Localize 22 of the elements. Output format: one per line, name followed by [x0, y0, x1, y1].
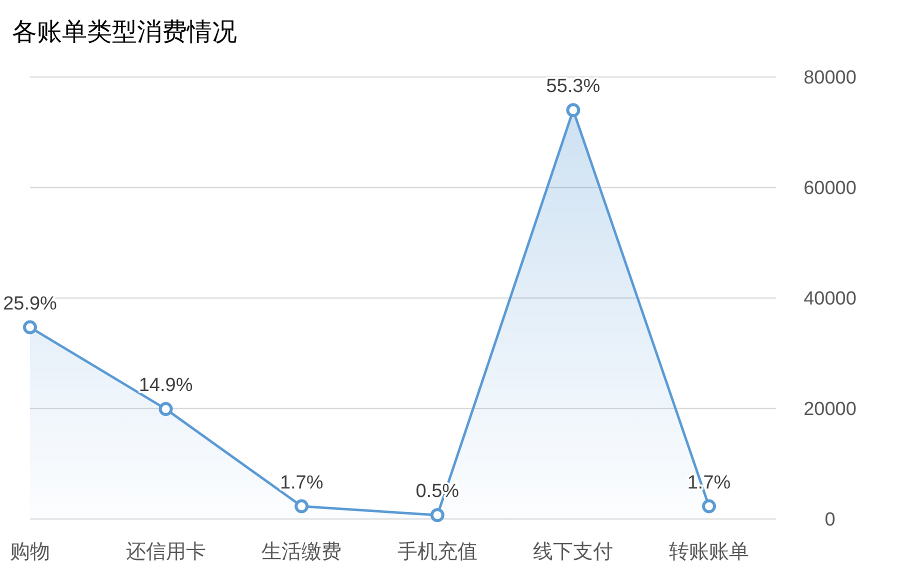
text: 14.9%	[138, 375, 193, 396]
point	[566, 103, 580, 118]
point	[158, 402, 173, 416]
y-tick-label: 20000	[804, 399, 856, 420]
y-tick-label: 60000	[804, 178, 856, 200]
text: 25.9%	[3, 293, 57, 314]
y-tick-label: 80000	[804, 68, 856, 89]
y-tick-label: 0	[824, 510, 836, 531]
point	[294, 499, 309, 514]
x-tick-label: 手机充值	[397, 541, 478, 563]
point	[23, 320, 37, 334]
text: 55.3%	[546, 76, 600, 98]
x-tick-label: 转账账单	[669, 541, 749, 563]
x-tick-label: 购物	[10, 541, 50, 563]
x-tick-label: 生活缴费	[262, 541, 342, 563]
y-tick-label: 40000	[804, 288, 856, 310]
x-tick-label: 线下支付	[533, 541, 614, 563]
text: 1.7%	[280, 472, 324, 494]
x-tick-label: 还信用卡	[126, 541, 206, 563]
chart-title: 各账单类型消费情况	[12, 18, 237, 46]
point	[430, 508, 444, 522]
point	[702, 499, 716, 514]
